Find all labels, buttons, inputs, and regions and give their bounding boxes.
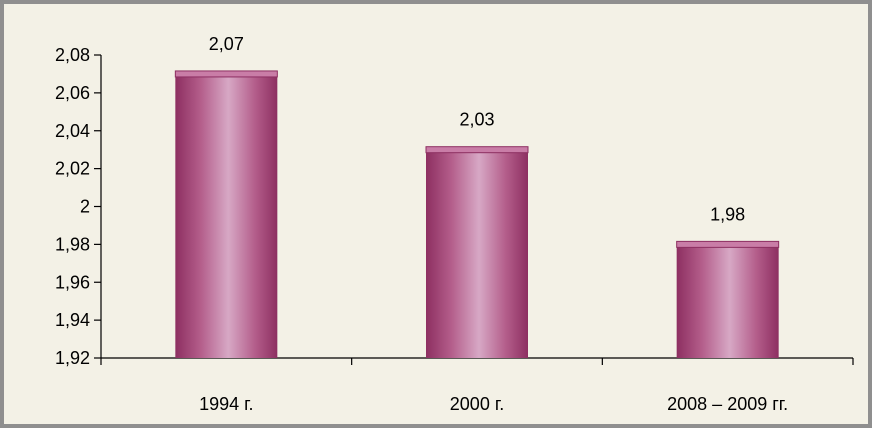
data-labels: 2,07 2,03 1,98: [209, 34, 745, 224]
y-tick-label: 1,98: [55, 234, 90, 254]
bar-top-3: [676, 240, 780, 248]
y-tick-label: 2: [80, 197, 90, 217]
y-tick-label: 2,08: [55, 45, 90, 65]
data-label-2: 2,03: [459, 110, 494, 130]
x-category-label-1: 1994 г.: [199, 394, 253, 414]
bars: [174, 70, 780, 358]
bar-1: [175, 73, 278, 358]
y-tick-label: 1,94: [55, 310, 90, 330]
bar-top-2: [425, 146, 529, 154]
y-tick-label: 2,06: [55, 83, 90, 103]
x-category-label-2: 2000 г.: [450, 394, 504, 414]
bar-top-1: [174, 70, 278, 78]
y-tick-label: 2,04: [55, 121, 90, 141]
y-tick-label: 1,92: [55, 348, 90, 368]
y-tick-label: 1,96: [55, 272, 90, 292]
x-category-label-3: 2008 – 2009 гг.: [667, 394, 788, 414]
bar-3: [676, 244, 779, 358]
data-label-3: 1,98: [710, 204, 745, 224]
bar-2: [426, 149, 528, 358]
y-tick-label: 2,02: [55, 159, 90, 179]
data-label-1: 2,07: [209, 34, 244, 54]
